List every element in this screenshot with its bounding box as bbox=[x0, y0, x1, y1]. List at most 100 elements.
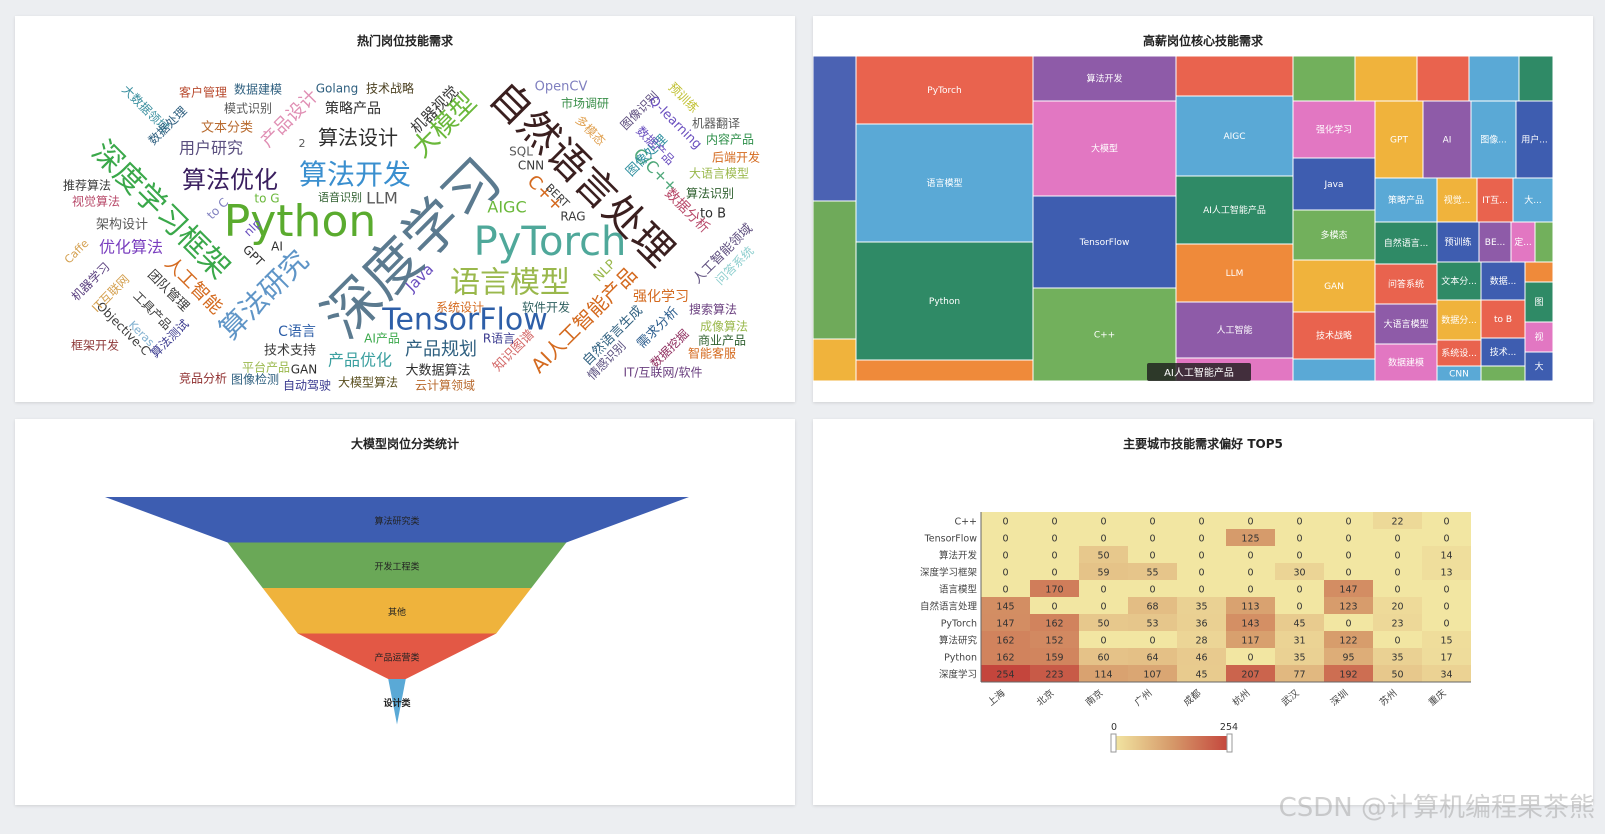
heatmap-legend-handle-max[interactable] bbox=[1226, 733, 1233, 753]
treemap-cell[interactable] bbox=[855, 55, 1034, 125]
treemap-cell[interactable] bbox=[1032, 195, 1177, 289]
wordcloud-word: 架构设计 bbox=[96, 218, 148, 233]
heatmap-cell bbox=[1128, 546, 1177, 563]
wordcloud-word: 市场调研 bbox=[561, 96, 609, 111]
treemap-cell[interactable] bbox=[1175, 55, 1294, 97]
treemap-cell[interactable] bbox=[1534, 221, 1554, 263]
heatmap-cell bbox=[1422, 631, 1471, 648]
treemap-cell-label: Java bbox=[1323, 180, 1343, 190]
treemap-title: 高薪岗位核心技能需求 bbox=[1142, 34, 1263, 48]
treemap-cell[interactable] bbox=[1292, 100, 1376, 159]
treemap-cell-label: 预训练 bbox=[1444, 236, 1471, 248]
treemap-cell[interactable] bbox=[1515, 100, 1554, 179]
wordcloud-word: 算法开发 bbox=[299, 158, 411, 191]
treemap-cell[interactable] bbox=[1436, 221, 1480, 263]
heatmap-cell-value: 162 bbox=[996, 653, 1014, 664]
treemap-cell[interactable] bbox=[1512, 177, 1554, 223]
treemap-cell[interactable] bbox=[1175, 95, 1294, 177]
heatmap-cell-value: 152 bbox=[1045, 636, 1063, 647]
treemap-cell[interactable] bbox=[1436, 261, 1482, 301]
heatmap-cell bbox=[1324, 546, 1373, 563]
treemap-cell-label: 视 bbox=[1534, 331, 1543, 343]
heatmap-cell bbox=[1275, 665, 1324, 682]
wordcloud-word: 产品优化 bbox=[328, 351, 392, 370]
wordcloud-word: 成像算法 bbox=[700, 319, 748, 334]
treemap-cell[interactable] bbox=[1524, 261, 1554, 283]
heatmap-cell bbox=[1128, 631, 1177, 648]
heatmap-cell-value: 50 bbox=[1097, 619, 1109, 630]
heatmap-cell bbox=[1030, 580, 1079, 597]
treemap-cell[interactable] bbox=[813, 200, 857, 340]
treemap-cell[interactable] bbox=[1292, 157, 1376, 211]
treemap-cell[interactable] bbox=[1478, 221, 1512, 263]
treemap-cell[interactable] bbox=[1480, 261, 1526, 301]
treemap-cell-label: GPT bbox=[1390, 136, 1408, 146]
heatmap-cell-value: 0 bbox=[1345, 534, 1351, 545]
treemap-cell[interactable] bbox=[1524, 321, 1554, 353]
treemap-cell[interactable] bbox=[813, 55, 857, 202]
heatmap-cell bbox=[1128, 580, 1177, 597]
treemap-cell[interactable] bbox=[1374, 177, 1438, 223]
treemap-cell[interactable] bbox=[1374, 263, 1438, 305]
heatmap-cell-value: 0 bbox=[1149, 551, 1155, 562]
treemap-cell[interactable] bbox=[1374, 221, 1438, 265]
treemap-cell[interactable] bbox=[1436, 299, 1482, 341]
heatmap-cell bbox=[1422, 529, 1471, 546]
heatmap-x-label: 苏州 bbox=[1377, 687, 1399, 708]
treemap-cell[interactable] bbox=[1292, 358, 1376, 382]
heatmap-cell bbox=[1373, 631, 1422, 648]
heatmap-cell-value: 0 bbox=[1002, 568, 1008, 579]
heatmap-cell-value: 170 bbox=[1045, 585, 1063, 596]
heatmap-cell-value: 68 bbox=[1146, 602, 1158, 613]
heatmap-cell-value: 50 bbox=[1391, 670, 1403, 681]
treemap-cell[interactable] bbox=[813, 338, 857, 382]
heatmap-x-label: 杭州 bbox=[1230, 687, 1252, 708]
treemap-cell[interactable] bbox=[1292, 259, 1376, 313]
treemap-cell[interactable] bbox=[1175, 301, 1294, 359]
treemap-cell[interactable] bbox=[1468, 55, 1520, 102]
heatmap-cell-value: 0 bbox=[1002, 517, 1008, 528]
treemap-cell[interactable] bbox=[1292, 209, 1376, 261]
treemap-cell[interactable] bbox=[1175, 243, 1294, 303]
wordcloud-word: 大模型算法 bbox=[338, 375, 398, 390]
heatmap-cell-value: 0 bbox=[1443, 517, 1449, 528]
wordcloud-word: 机器翻译 bbox=[692, 117, 740, 131]
wordcloud-word: OpenCV bbox=[535, 80, 588, 95]
heatmap-cell-value: 46 bbox=[1195, 653, 1207, 664]
treemap-cell[interactable] bbox=[1470, 100, 1517, 179]
heatmap-cell bbox=[1422, 563, 1471, 580]
treemap-cell[interactable] bbox=[1416, 55, 1470, 102]
heatmap-cell bbox=[1275, 563, 1324, 580]
heatmap-cell-value: 0 bbox=[1149, 585, 1155, 596]
heatmap-legend-handle-min[interactable] bbox=[1110, 733, 1117, 753]
treemap-cell-label: IT互... bbox=[1482, 195, 1508, 206]
treemap-chart[interactable]: PyTorch语言模型Python算法开发大模型TensorFlowC++AIG… bbox=[813, 16, 1593, 402]
treemap-cell-label: 技术战略 bbox=[1316, 330, 1352, 342]
treemap-cell[interactable] bbox=[855, 123, 1034, 243]
heatmap-cell bbox=[1030, 512, 1079, 529]
heatmap-cell-value: 23 bbox=[1391, 619, 1403, 630]
treemap-cell-label: 数据建模 bbox=[1388, 357, 1424, 369]
heatmap-cell-value: 143 bbox=[1241, 619, 1259, 630]
treemap-cell-label: 大语言模型 bbox=[1383, 318, 1428, 330]
treemap-cell[interactable] bbox=[1476, 177, 1514, 223]
treemap-cell[interactable] bbox=[855, 359, 1034, 382]
heatmap-cell bbox=[1030, 631, 1079, 648]
treemap-cell[interactable] bbox=[1518, 55, 1554, 102]
heatmap-cell-value: 50 bbox=[1097, 551, 1109, 562]
heatmap-cell bbox=[1079, 631, 1128, 648]
heatmap-cell-value: 125 bbox=[1241, 534, 1259, 545]
treemap-cell[interactable] bbox=[1480, 365, 1526, 382]
treemap-cell[interactable] bbox=[1524, 351, 1554, 382]
treemap-cell[interactable] bbox=[1292, 55, 1356, 102]
treemap-cell[interactable] bbox=[1354, 55, 1418, 102]
treemap-cell-label: 图 bbox=[1534, 297, 1543, 308]
heatmap-cell-value: 122 bbox=[1339, 636, 1357, 647]
wordcloud-word: 用户研究 bbox=[179, 139, 243, 158]
heatmap-legend-bar[interactable] bbox=[1114, 736, 1229, 750]
treemap-cell[interactable] bbox=[1524, 281, 1554, 323]
heatmap-cell-value: 0 bbox=[1002, 585, 1008, 596]
treemap-cell[interactable] bbox=[1292, 311, 1376, 360]
heatmap-cell bbox=[1324, 648, 1373, 665]
heatmap-cell bbox=[1373, 563, 1422, 580]
